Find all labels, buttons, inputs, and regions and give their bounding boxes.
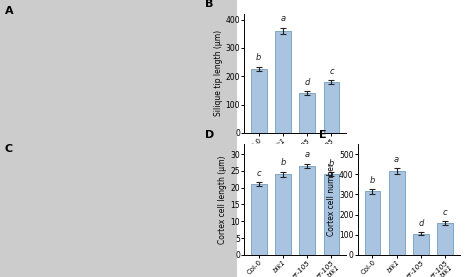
Bar	[324, 83, 339, 133]
Text: E: E	[319, 130, 327, 140]
Bar	[324, 174, 339, 255]
Bar	[413, 234, 429, 255]
Text: c: c	[329, 67, 334, 76]
Bar	[389, 171, 405, 255]
Bar	[275, 31, 291, 133]
Text: b: b	[370, 176, 375, 184]
Y-axis label: Cortex cell length (μm): Cortex cell length (μm)	[219, 155, 228, 244]
Text: B: B	[205, 0, 214, 9]
Text: a: a	[280, 14, 285, 23]
Bar	[251, 184, 266, 255]
Text: b: b	[329, 159, 334, 168]
Bar	[438, 223, 453, 255]
Text: b: b	[280, 158, 286, 168]
Text: b: b	[256, 53, 261, 62]
Text: a: a	[305, 150, 310, 159]
Text: d: d	[418, 219, 424, 228]
Text: c: c	[256, 169, 261, 178]
Bar	[275, 174, 291, 255]
Text: D: D	[205, 130, 215, 140]
Text: d: d	[304, 78, 310, 86]
Text: C: C	[5, 144, 13, 154]
Bar	[365, 191, 380, 255]
Bar	[299, 166, 315, 255]
Text: c: c	[443, 208, 447, 217]
Text: A: A	[5, 6, 13, 16]
Y-axis label: Cortex cell number: Cortex cell number	[328, 163, 336, 236]
Y-axis label: Silique tip length (μm): Silique tip length (μm)	[214, 30, 222, 116]
Bar	[251, 69, 266, 133]
Text: a: a	[394, 155, 399, 164]
Bar	[299, 93, 315, 133]
